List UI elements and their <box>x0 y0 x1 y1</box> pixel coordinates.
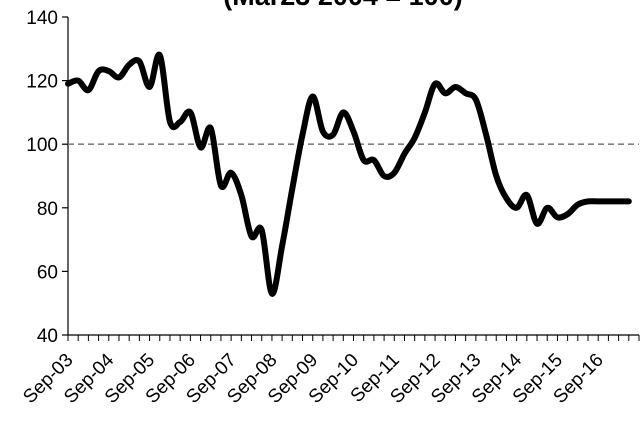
series-group <box>65 51 632 297</box>
y-tick-label: 100 <box>26 135 58 156</box>
y-axis: 40 60 80 100 120 140 <box>26 8 69 347</box>
y-tick-label: 80 <box>37 199 58 220</box>
y-tick-label: 60 <box>37 262 58 283</box>
chart-title: (Mar23 2004 = 100) <box>223 0 462 11</box>
y-tick-label: 40 <box>37 326 58 347</box>
x-axis: Sep-03Sep-04Sep-05Sep-06Sep-07Sep-08Sep-… <box>19 334 640 408</box>
y-tick-label: 120 <box>26 72 58 93</box>
y-tick-label: 140 <box>26 8 58 29</box>
series-line <box>65 51 632 297</box>
